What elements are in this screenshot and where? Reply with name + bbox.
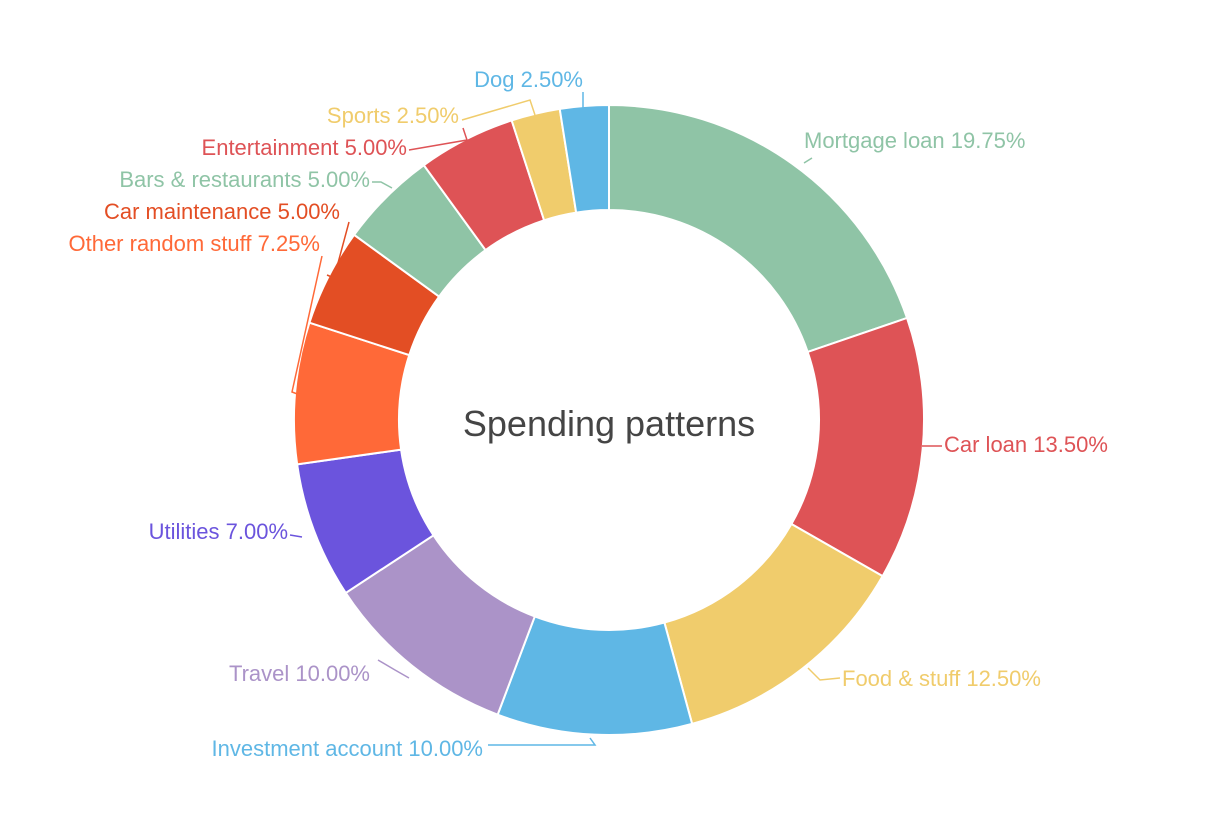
slice-label: Bars & restaurants 5.00% — [119, 167, 370, 192]
leader-line — [290, 535, 302, 537]
slice-label: Other random stuff 7.25% — [68, 231, 320, 256]
slice-label: Mortgage loan 19.75% — [804, 128, 1025, 153]
chart-title: Spending patterns — [463, 403, 755, 444]
slice-label: Utilities 7.00% — [149, 519, 288, 544]
slice-label: Entertainment 5.00% — [202, 135, 407, 160]
leader-line — [378, 660, 409, 678]
leader-line — [372, 182, 392, 188]
leader-line — [804, 158, 812, 163]
leader-line — [808, 668, 840, 680]
slice-label: Car maintenance 5.00% — [104, 199, 340, 224]
slice-label: Dog 2.50% — [474, 67, 583, 92]
slice-label: Sports 2.50% — [327, 103, 459, 128]
slice-label: Investment account 10.00% — [212, 736, 484, 761]
leader-line — [488, 738, 595, 745]
slice-label: Travel 10.00% — [229, 661, 370, 686]
slice-label: Food & stuff 12.50% — [842, 666, 1041, 691]
slice-label: Car loan 13.50% — [944, 432, 1108, 457]
